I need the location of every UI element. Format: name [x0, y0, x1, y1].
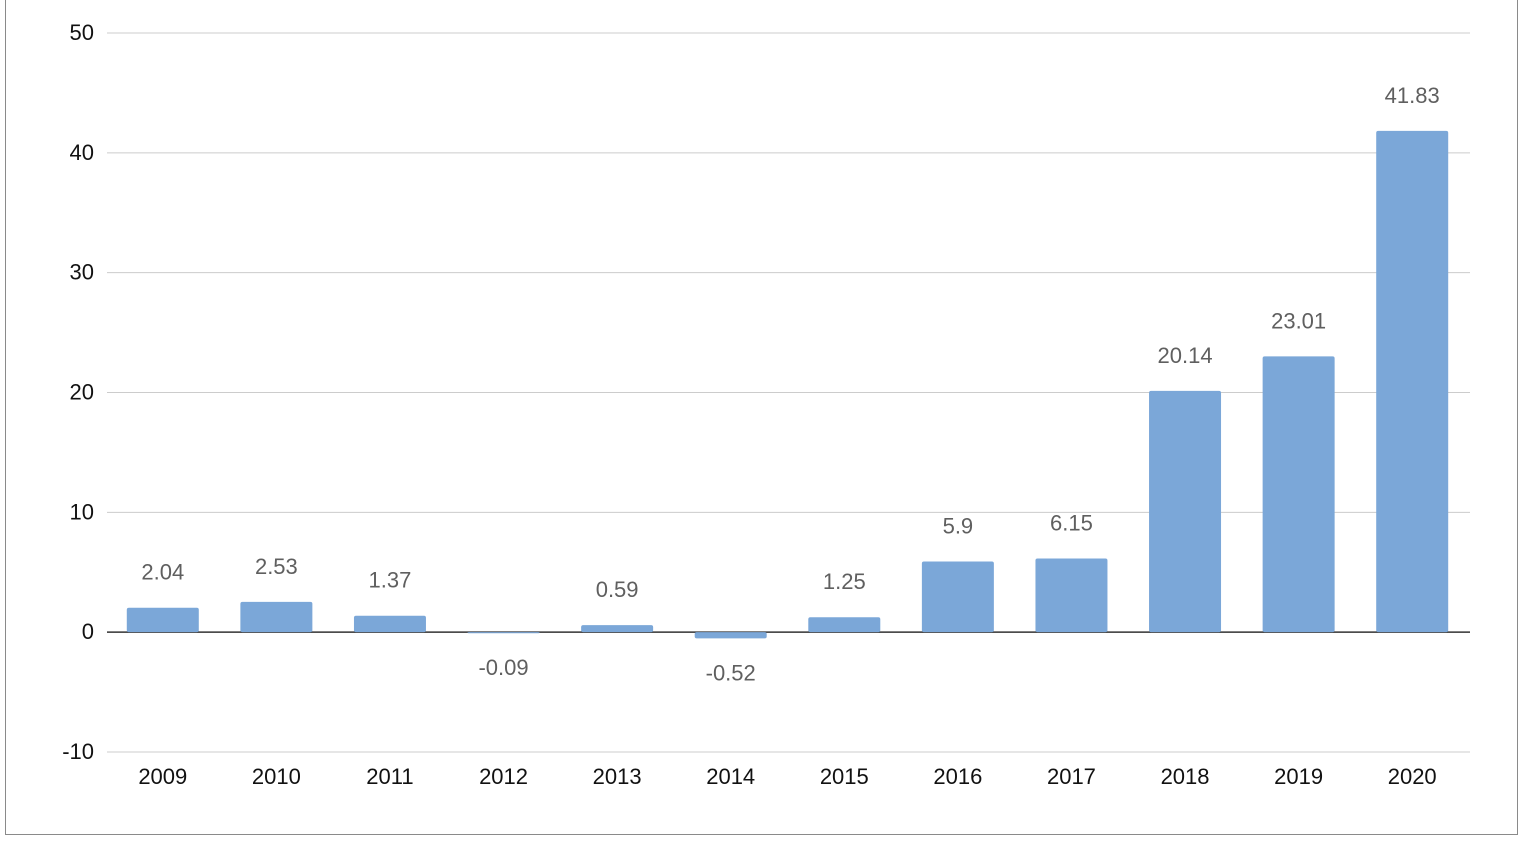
- data-label: 23.01: [1271, 308, 1326, 333]
- data-label: 0.59: [596, 577, 639, 602]
- data-label: 2.04: [141, 560, 184, 585]
- bar: [240, 601, 313, 633]
- x-tick-label: 2013: [593, 764, 642, 789]
- data-label: -0.09: [478, 655, 528, 680]
- bar: [1035, 558, 1108, 633]
- data-label: 41.83: [1385, 83, 1440, 108]
- x-tick-label: 2019: [1274, 764, 1323, 789]
- bar: [694, 632, 767, 639]
- bar: [1149, 390, 1222, 633]
- data-label: 5.9: [943, 513, 974, 538]
- bar: [921, 561, 994, 633]
- bar: [353, 615, 426, 633]
- y-tick-label: 40: [70, 140, 94, 165]
- x-tick-label: 2012: [479, 764, 528, 789]
- x-tick-label: 2018: [1161, 764, 1210, 789]
- bar: [808, 617, 881, 633]
- bar: [467, 632, 540, 634]
- data-label: 2.53: [255, 554, 298, 579]
- x-tick-label: 2016: [933, 764, 982, 789]
- y-tick-label: 20: [70, 380, 94, 405]
- data-label: 1.25: [823, 569, 866, 594]
- bar: [126, 607, 199, 633]
- y-tick-label: -10: [62, 739, 94, 764]
- y-tick-label: 30: [70, 260, 94, 285]
- bar: [1376, 130, 1449, 633]
- data-label: 6.15: [1050, 510, 1093, 535]
- data-label: 20.14: [1158, 343, 1213, 368]
- x-tick-label: 2010: [252, 764, 301, 789]
- data-label: -0.52: [706, 660, 756, 685]
- x-tick-label: 2015: [820, 764, 869, 789]
- x-tick-label: 2014: [706, 764, 755, 789]
- y-tick-label: 0: [82, 619, 94, 644]
- bar: [581, 625, 654, 633]
- x-tick-label: 2009: [138, 764, 187, 789]
- x-tick-label: 2011: [366, 764, 413, 789]
- x-tick-label: 2017: [1047, 764, 1096, 789]
- bar: [1262, 356, 1335, 633]
- x-tick-label: 2020: [1388, 764, 1437, 789]
- y-tick-label: 10: [70, 499, 94, 524]
- y-tick-label: 50: [70, 20, 94, 45]
- data-label: 1.37: [369, 568, 412, 593]
